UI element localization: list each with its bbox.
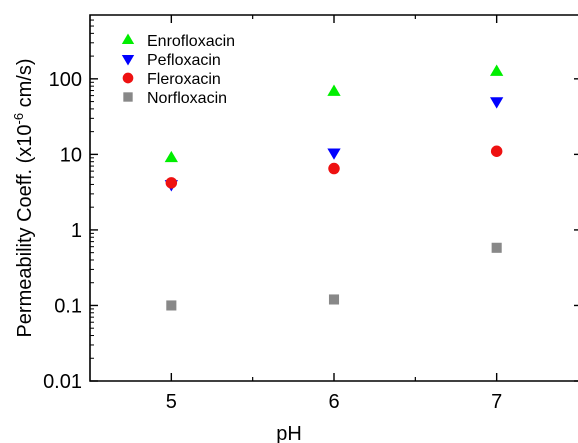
x-tick-label: 7 [491, 391, 502, 413]
legend-label: Pefloxacin [147, 52, 221, 69]
enrofloxacin-point [164, 150, 178, 163]
y-axis-title-suffix: cm/s) [14, 58, 36, 112]
enrofloxacin-legend-marker [121, 33, 135, 45]
x-tick-label: 5 [166, 391, 177, 413]
legend-label: Fleroxacin [147, 71, 221, 88]
y-tick-label: 0.1 [54, 295, 82, 317]
norfloxacin-point [166, 300, 177, 311]
enrofloxacin-point [490, 64, 504, 76]
fleroxacin-point [165, 177, 178, 189]
x-axis-title: pH [276, 423, 302, 443]
axis-ticks: 5 6 7 0.01 0.1 1 10 100 [43, 15, 578, 413]
legend: Enrofloxacin Pefloxacin Fleroxacin Norfloxa… [121, 33, 235, 107]
y-tick-label: 0.01 [43, 371, 82, 393]
y-axis-title: Permeability Coeff. (x10-6 cm/s) [11, 58, 36, 337]
pefloxacin-point [327, 148, 341, 160]
data-points [164, 64, 504, 311]
y-tick-label: 100 [49, 69, 82, 91]
pefloxacin-point [490, 97, 504, 109]
fleroxacin-point [490, 145, 503, 157]
y-axis-title-exponent: -6 [11, 113, 26, 125]
pefloxacin-legend-marker [121, 54, 135, 66]
legend-label: Enrofloxacin [147, 33, 235, 50]
x-tick-label: 6 [328, 391, 339, 413]
axes-frame [89, 14, 578, 382]
plot-frame [89, 14, 578, 382]
norfloxacin-point [328, 294, 340, 305]
y-tick-label: 1 [71, 220, 82, 242]
legend-label: Norfloxacin [147, 90, 227, 107]
enrofloxacin-point [327, 84, 341, 96]
norfloxacin-legend-marker [123, 92, 133, 102]
y-axis-title-prefix: Permeability Coeff. (x10 [14, 124, 36, 337]
fleroxacin-legend-marker [122, 72, 134, 84]
fleroxacin-point [328, 162, 340, 175]
norfloxacin-point [491, 242, 502, 253]
y-tick-label: 10 [60, 144, 82, 166]
